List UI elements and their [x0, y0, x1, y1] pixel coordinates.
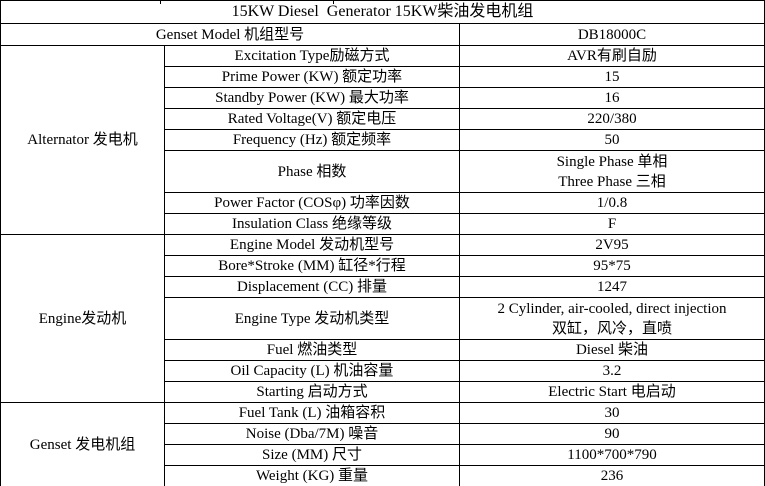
table-title: 15KW Diesel Generator 15KW柴油发电机组	[0, 0, 765, 24]
section-cell-engine: Engine发动机	[0, 234, 165, 403]
spec-label: Weight (KG) 重量	[164, 465, 460, 486]
table-row: Bore*Stroke (MM) 缸径*行程 95*75	[1, 255, 765, 277]
spec-value-line1: 2 Cylinder, air-cooled, direct injection	[497, 300, 727, 317]
spec-value: 90	[458, 423, 765, 445]
crop-artifact-tick	[333, 0, 334, 4]
table-row: Power Factor (COSφ) 功率因数 1/0.8	[1, 192, 765, 214]
section-cell-alternator: Alternator 发电机	[0, 45, 165, 235]
spec-label: Engine Type 发动机类型	[164, 297, 460, 340]
spec-label: Excitation Type励磁方式	[164, 45, 460, 67]
spec-value: 1100*700*790	[458, 444, 765, 466]
table-row: Weight (KG) 重量 236	[1, 465, 765, 486]
spec-label: Starting 启动方式	[164, 381, 460, 403]
table-row: Genset Model 机组型号 DB18000C	[0, 23, 765, 46]
spec-label: Size (MM) 尺寸	[164, 444, 460, 466]
table-row: Starting 启动方式 Electric Start 电启动	[1, 381, 765, 403]
spec-value: 2V95	[458, 234, 765, 256]
spec-value: 16	[458, 87, 765, 109]
spec-value: 30	[458, 402, 765, 424]
spec-value-line2: Three Phase 三相	[558, 173, 666, 190]
spec-value: 2 Cylinder, air-cooled, direct injection…	[458, 297, 765, 340]
table-row: 15KW Diesel Generator 15KW柴油发电机组	[0, 0, 765, 24]
spec-value: 1247	[458, 276, 765, 298]
spec-label: Fuel 燃油类型	[164, 339, 460, 361]
spec-value-line2: 双缸，风冷，直喷	[552, 320, 673, 337]
table-row: Oil Capacity (L) 机油容量 3.2	[1, 360, 765, 382]
table-row: Noise (Dba/7M) 噪音 90	[1, 423, 765, 445]
spec-value: Diesel 柴油	[458, 339, 765, 361]
spec-value: AVR有刷自励	[458, 45, 765, 67]
spec-label: Rated Voltage(V) 额定电压	[164, 108, 460, 130]
spec-value: Electric Start 电启动	[458, 381, 765, 403]
spec-label: Insulation Class 绝缘等级	[164, 213, 460, 235]
spec-label: Engine Model 发动机型号	[164, 234, 460, 256]
table-row: Displacement (CC) 排量 1247	[1, 276, 765, 298]
spec-value: 3.2	[458, 360, 765, 382]
crop-artifact-tick	[160, 0, 161, 4]
spec-label: Power Factor (COSφ) 功率因数	[164, 192, 460, 214]
table-row: Rated Voltage(V) 额定电压 220/380	[1, 108, 765, 130]
table-row: Fuel 燃油类型 Diesel 柴油	[1, 339, 765, 361]
spec-label: Noise (Dba/7M) 噪音	[164, 423, 460, 445]
spec-value: 15	[458, 66, 765, 88]
spec-label: Phase 相数	[164, 150, 460, 193]
spec-label: Displacement (CC) 排量	[164, 276, 460, 298]
model-value: DB18000C	[458, 23, 765, 46]
spec-value: 50	[458, 129, 765, 151]
section-cell-genset: Genset 发电机组	[0, 402, 165, 486]
spec-value-line1: Single Phase 单相	[556, 153, 668, 170]
spec-label: Frequency (Hz) 额定频率	[164, 129, 460, 151]
spec-label: Bore*Stroke (MM) 缸径*行程	[164, 255, 460, 277]
spec-label: Oil Capacity (L) 机油容量	[164, 360, 460, 382]
table-row: Alternator 发电机 Excitation Type励磁方式 AVR有刷…	[0, 45, 765, 235]
model-label: Genset Model 机组型号	[0, 23, 460, 46]
table-row: Genset 发电机组 Fuel Tank (L) 油箱容积 30	[0, 402, 765, 486]
spec-value: F	[458, 213, 765, 235]
table-row: Engine Type 发动机类型 2 Cylinder, air-cooled…	[1, 297, 765, 340]
spec-value: 1/0.8	[458, 192, 765, 214]
spec-label: Fuel Tank (L) 油箱容积	[164, 402, 460, 424]
spec-label: Standby Power (KW) 最大功率	[164, 87, 460, 109]
table-row: Engine发动机 Engine Model 发动机型号 2V95	[0, 234, 765, 403]
spec-value: Single Phase 单相 Three Phase 三相	[458, 150, 765, 193]
spec-label: Prime Power (KW) 额定功率	[164, 66, 460, 88]
spec-value: 95*75	[458, 255, 765, 277]
spec-value: 236	[458, 465, 765, 486]
spec-value: 220/380	[458, 108, 765, 130]
table-row: Phase 相数 Single Phase 单相 Three Phase 三相	[1, 150, 765, 193]
